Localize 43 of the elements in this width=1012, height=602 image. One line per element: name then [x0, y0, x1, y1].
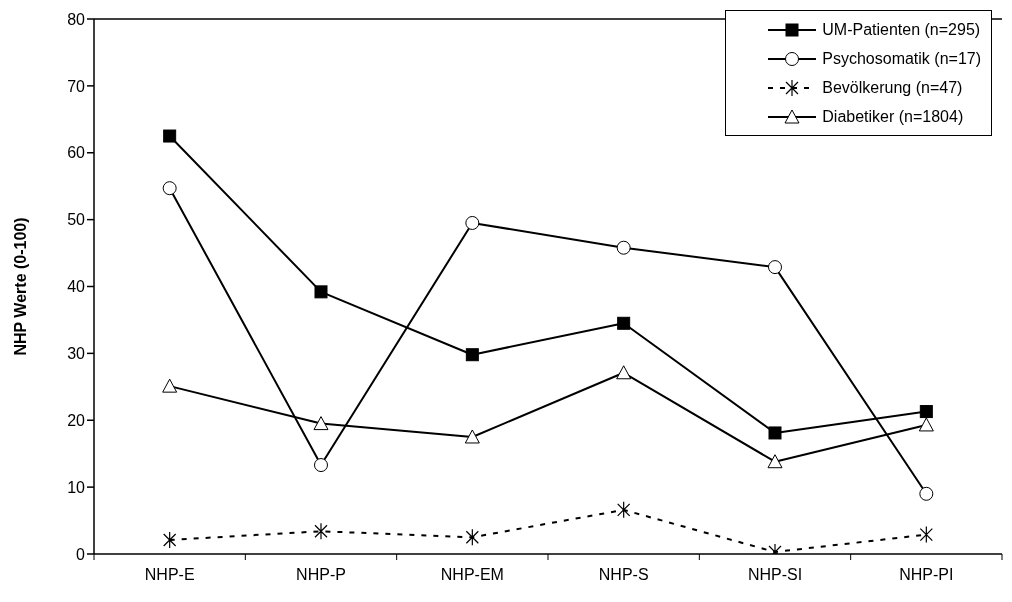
- point: [465, 348, 479, 362]
- point: [616, 240, 631, 255]
- point: [919, 405, 933, 419]
- y-tick-label: 40: [67, 278, 86, 296]
- point: [314, 458, 328, 473]
- y-tick-label: 80: [67, 10, 86, 28]
- x-tick-label: NHP-SI: [747, 566, 803, 583]
- point: [919, 486, 934, 501]
- point: [464, 429, 480, 444]
- point: [314, 522, 328, 540]
- point: [617, 501, 631, 519]
- point: [465, 215, 480, 230]
- point: [163, 129, 177, 143]
- point: [767, 454, 783, 469]
- y-axis-title: NHP Werte (0-100): [11, 217, 29, 356]
- x-tick-label: NHP-EM: [440, 566, 504, 583]
- y-tick-label: 20: [67, 411, 86, 429]
- x-tick-label: NHP-E: [144, 566, 195, 583]
- legend-label: Bevölkerung (n=47): [822, 77, 963, 98]
- point: [162, 378, 178, 393]
- point: [919, 526, 933, 544]
- point: [616, 365, 632, 380]
- legend-label: Diabetiker (n=1804): [822, 106, 964, 127]
- x-tick-label: NHP-P: [296, 566, 346, 583]
- point: [768, 260, 782, 275]
- point: [918, 417, 934, 432]
- y-tick-label: 70: [67, 77, 86, 95]
- y-tick-label: 60: [67, 144, 86, 162]
- x-tick-label: NHP-S: [598, 566, 649, 583]
- point: [314, 285, 328, 299]
- y-tick-label: 10: [67, 478, 86, 496]
- y-tick-label: 50: [67, 211, 86, 229]
- point: [162, 181, 177, 196]
- point: [313, 416, 329, 431]
- y-tick-label: 0: [76, 545, 86, 563]
- y-tick-label: 30: [67, 345, 86, 363]
- legend-label: Psychosomatik (n=17): [822, 48, 981, 69]
- x-tick-label: NHP-PI: [899, 566, 954, 583]
- point: [465, 528, 479, 546]
- legend-label: UM-Patienten (n=295): [822, 19, 981, 40]
- point: [617, 316, 631, 330]
- point: [768, 426, 782, 440]
- point: [163, 531, 177, 549]
